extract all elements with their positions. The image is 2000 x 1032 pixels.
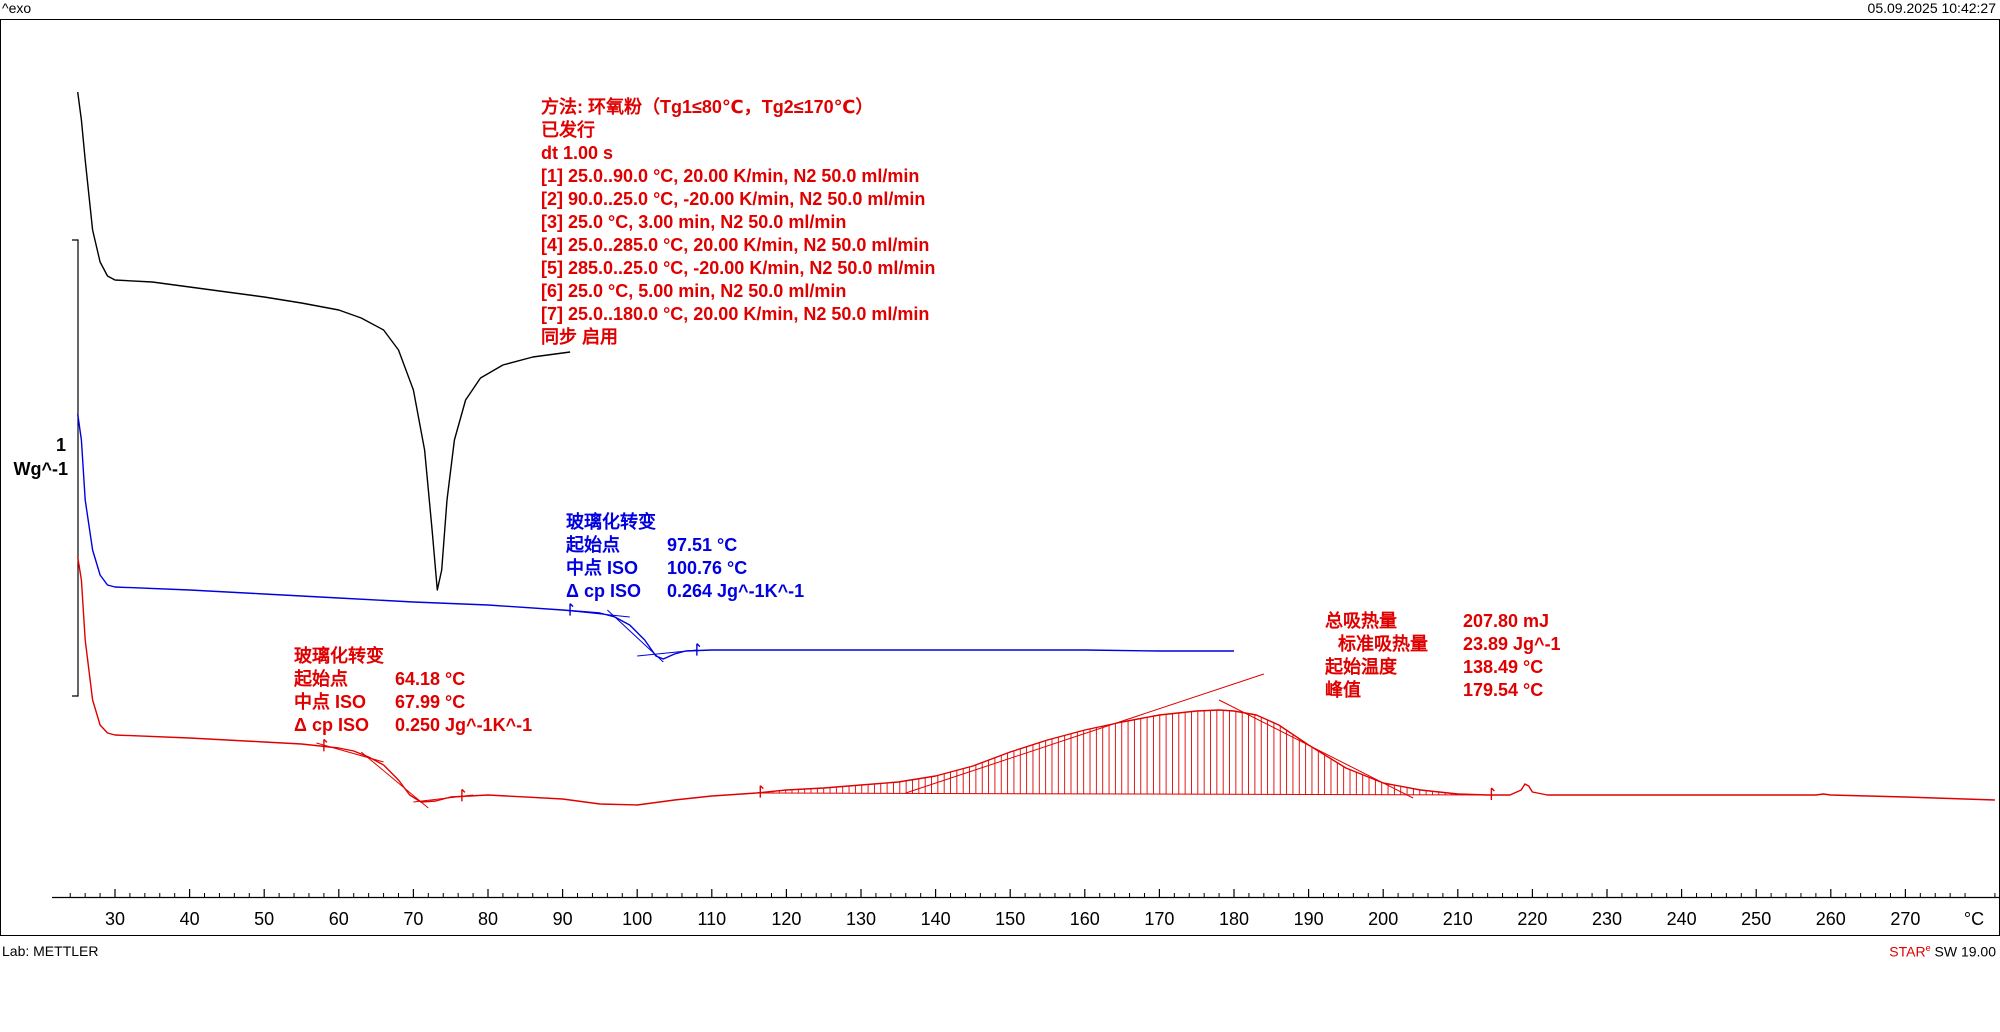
peak-label-1: 总吸热量 [1325,610,1397,631]
blue-tg-label-2: 中点 ISO [566,557,638,578]
method-line-2: 已发行 [541,119,595,140]
x-tick-label: 90 [553,909,573,929]
peak-label-2: 标准吸热量 [1337,633,1428,654]
x-tick-label: 260 [1816,909,1846,929]
curves [77,91,1995,806]
peak-value-3: 138.49 °C [1463,657,1543,677]
method-line-10: [7] 25.0..180.0 °C, 20.00 K/min, N2 50.0… [541,304,929,324]
peak-value-4: 179.54 °C [1463,680,1543,700]
x-tick-label: 70 [403,909,423,929]
blue-tg-value-2: 100.76 °C [667,558,747,578]
blue-tg-label-1: 起始点 [565,534,620,555]
x-tick-label: 80 [478,909,498,929]
x-tick-label: 130 [846,909,876,929]
peak-integration-hatch [772,710,1452,795]
x-tick-label: 170 [1144,909,1174,929]
blue-tg-value-3: 0.264 Jg^-1K^-1 [667,581,804,601]
limit-marker [569,603,574,616]
x-tick-label: 230 [1592,909,1622,929]
x-tick-label: 150 [995,909,1025,929]
x-tick-label: 210 [1443,909,1473,929]
x-tick-label: 60 [329,909,349,929]
red-tg-label-2: 中点 ISO [294,691,366,712]
x-tick-label: 180 [1219,909,1249,929]
method-line-9: [6] 25.0 °C, 5.00 min, N2 50.0 ml/min [541,281,846,301]
red-tg-label-3: Δ cp ISO [294,715,369,735]
red-tg-value-1: 64.18 °C [395,669,465,689]
x-tick-label: 110 [697,909,726,929]
blue-curve [77,413,1234,660]
x-tick-label: 200 [1368,909,1398,929]
blue-tg-label-3: Δ cp ISO [566,581,641,601]
x-tick-label: 240 [1667,909,1697,929]
header-top-left: ^exo [2,0,32,16]
blue-tg-title: 玻璃化转变 [566,511,656,532]
tangent-line [905,673,1264,794]
blue-tg-annotation: 玻璃化转变 起始点 97.51 °C 中点 ISO 100.76 °C Δ cp… [565,511,804,601]
method-line-7: [4] 25.0..285.0 °C, 20.00 K/min, N2 50.0… [541,235,929,255]
red-curve [77,556,1995,806]
tangent-line [756,792,1496,796]
x-tick-label: 140 [921,909,951,929]
method-line-8: [5] 285.0..25.0 °C, -20.00 K/min, N2 50.… [541,258,935,278]
limit-marker [461,788,466,802]
peak-label-3: 起始温度 [1324,656,1398,677]
x-minor-ticks [69,893,1996,897]
x-tick-label: 160 [1070,909,1100,929]
x-tick-label: 220 [1517,909,1547,929]
x-tick-label: 190 [1294,909,1324,929]
evaluation-markers [323,603,1495,802]
red-tg-title: 玻璃化转变 [294,645,384,666]
red-tg-annotation: 玻璃化转变 起始点 64.18 °C 中点 ISO 67.99 °C Δ cp … [293,645,532,735]
x-tick-label: 50 [254,909,274,929]
x-tick-label: 120 [771,909,801,929]
method-line-1: 方法: 环氧粉（Tg1≤80℃，Tg2≤170℃） [541,96,873,117]
lab-label: Lab: METTLER [2,943,99,959]
peak-value-1: 207.80 mJ [1463,611,1549,631]
method-line-6: [3] 25.0 °C, 3.00 min, N2 50.0 ml/min [541,212,846,232]
red-tg-label-1: 起始点 [293,668,348,689]
red-tg-value-2: 67.99 °C [395,692,465,712]
peak-label-4: 峰值 [1325,679,1361,700]
brand-name: STAR [1889,943,1926,960]
x-axis-unit: °C [1964,909,1984,929]
y-scale-value: 1 [56,435,66,455]
y-axis-label: Wg^-1 [13,459,68,479]
y-scale-bar [72,239,79,697]
x-tick-label: 30 [105,909,125,929]
method-line-5: [2] 90.0..25.0 °C, -20.00 K/min, N2 50.0… [541,189,925,209]
method-line-4: [1] 25.0..90.0 °C, 20.00 K/min, N2 50.0 … [541,166,919,186]
brand-mark: e [1925,943,1931,953]
tangent-line [360,751,429,809]
x-tick-label: 250 [1741,909,1771,929]
x-tick-label: 270 [1890,909,1920,929]
x-major-ticks: 30 40 50 60 70 80 90 100 110 120 130 140 150 160 170 18… [105,889,1920,929]
blue-tg-value-1: 97.51 °C [667,535,737,555]
red-peak-annotation: 总吸热量 207.80 mJ 标准吸热量 23.89 Jg^-1 起始温度 13… [1324,610,1561,700]
header-timestamp: 05.09.2025 10:42:27 [1867,0,1996,16]
version-number: SW 19.00 [1934,943,1996,960]
black-curve [77,91,571,591]
limit-marker [323,738,328,752]
red-tg-value-3: 0.250 Jg^-1K^-1 [395,715,532,735]
software-version: STARe SW 19.00 [1889,943,1996,960]
method-block: 方法: 环氧粉（Tg1≤80℃，Tg2≤170℃） 已发行 dt 1.00 s … [541,96,935,347]
x-tick-label: 40 [180,909,200,929]
limit-marker [1490,787,1495,800]
x-tick-label: 100 [622,909,652,929]
method-line-3: dt 1.00 s [541,143,613,163]
peak-value-2: 23.89 Jg^-1 [1463,634,1561,654]
limit-marker [759,785,764,798]
limit-marker [696,643,701,656]
method-line-11: 同步 启用 [541,326,618,347]
